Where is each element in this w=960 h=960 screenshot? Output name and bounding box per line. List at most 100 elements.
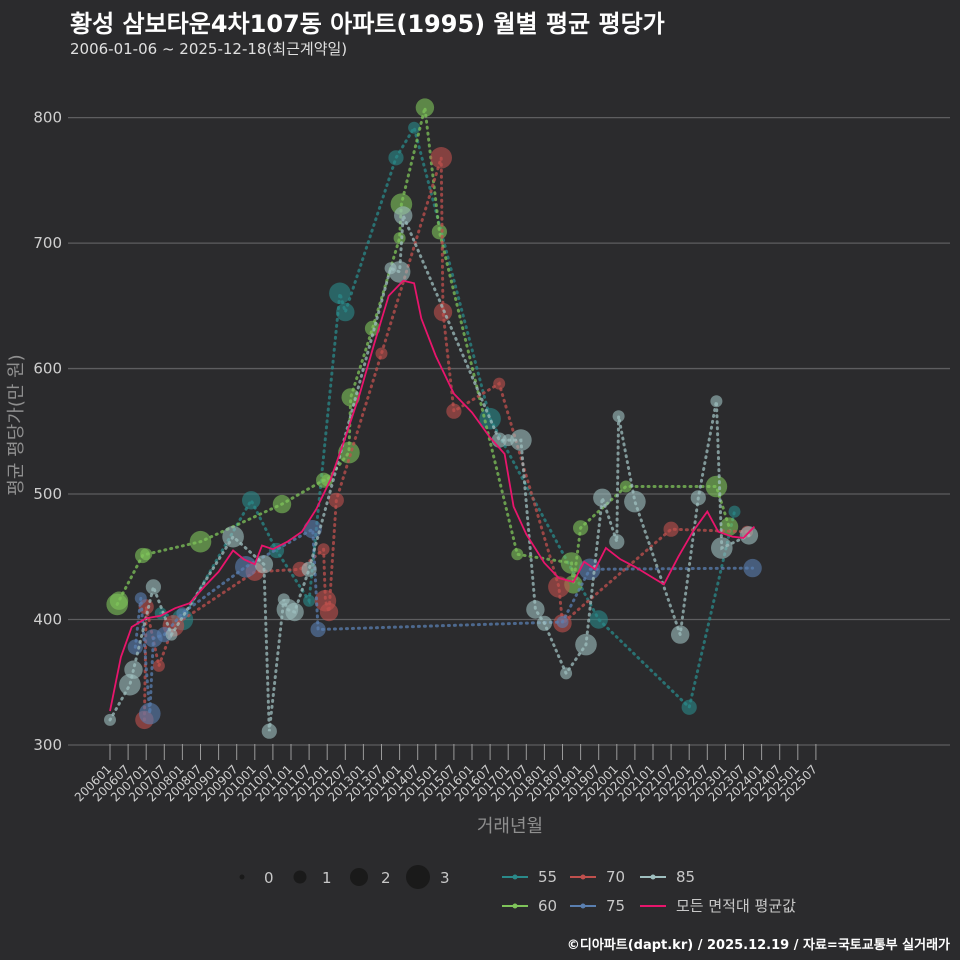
point-60-19 (619, 480, 632, 493)
chart-title: 황성 삼보타운4차107동 아파트(1995) 월별 평균 평당가 (70, 10, 665, 38)
point-70-9 (328, 492, 344, 508)
point-75-6 (235, 556, 257, 578)
point-75-8 (310, 621, 326, 638)
point-60-1 (109, 591, 129, 610)
point-70-14 (493, 377, 506, 390)
point-55-3 (268, 542, 285, 559)
point-85-11 (301, 561, 317, 577)
point-85-17 (510, 429, 532, 451)
point-75-9 (556, 616, 569, 628)
point-85-30 (739, 526, 759, 545)
point-85-7 (261, 723, 277, 739)
point-55-2 (242, 491, 261, 510)
legend-label-60: 60 (538, 897, 557, 915)
x-axis-ticks: 2006012006072007012007072008012008072009… (72, 744, 820, 805)
point-70-17 (663, 521, 679, 537)
point-60-13 (415, 98, 435, 117)
point-55-5 (329, 282, 351, 305)
series-85 (104, 206, 759, 739)
point-85-14 (394, 206, 413, 225)
point-75-2 (139, 702, 161, 725)
y-tick-800: 800 (33, 109, 62, 127)
legend-label-75: 75 (606, 897, 625, 915)
point-85-29 (711, 537, 733, 559)
legend-dot-70 (580, 874, 586, 880)
legend-label-55: 55 (538, 868, 557, 886)
point-55-8 (408, 121, 421, 134)
point-85-18 (526, 600, 545, 619)
grid-lines (68, 116, 950, 746)
point-70-13 (446, 403, 462, 419)
size-legend-label-2: 2 (381, 869, 391, 887)
series-60 (106, 98, 739, 616)
size-legend-label-0: 0 (264, 869, 274, 887)
point-60-3 (140, 548, 153, 561)
point-60-18 (573, 520, 589, 536)
legend-label-70: 70 (606, 868, 625, 886)
series-line-85 (108, 214, 751, 732)
point-85-24 (612, 410, 625, 423)
point-55-7 (388, 150, 404, 166)
point-60-15 (511, 548, 524, 561)
point-85-10 (285, 602, 304, 622)
point-85-5 (222, 525, 244, 548)
point-70-11 (430, 147, 453, 169)
y-axis-ticks: 300 400 500 600 700 800 (33, 109, 62, 754)
series-line-55 (159, 123, 736, 711)
point-55-4 (303, 594, 316, 607)
point-70-2 (152, 659, 165, 672)
series-모든 면적대 평균값 (109, 279, 756, 712)
point-60-4 (189, 530, 212, 553)
point-70-15 (548, 576, 570, 598)
point-85-3 (145, 579, 161, 595)
plot-series (104, 98, 762, 739)
series-line-average (109, 279, 756, 712)
point-60-11 (393, 232, 406, 245)
y-tick-600: 600 (33, 360, 62, 378)
legend-dot-85 (650, 874, 656, 880)
point-85-25 (624, 490, 646, 513)
point-85-13 (388, 261, 411, 283)
y-tick-400: 400 (33, 610, 62, 628)
size-legend-dot-2 (350, 868, 368, 886)
point-60-5 (272, 494, 292, 514)
size-legend-dot-1 (293, 870, 307, 884)
point-70-8 (319, 602, 339, 622)
point-75-1 (134, 592, 147, 605)
point-60-16 (560, 552, 583, 574)
point-60-7 (321, 474, 334, 487)
legend-label-모든 면적대 평균값: 모든 면적대 평균값 (676, 897, 796, 915)
point-85-20 (560, 667, 573, 680)
size-legend-label-1: 1 (322, 869, 332, 887)
point-85-28 (710, 395, 723, 408)
point-75-5 (176, 607, 189, 620)
size-legend-dot-3 (406, 865, 430, 889)
y-tick-700: 700 (33, 234, 62, 252)
point-75-7 (303, 520, 322, 539)
legend-dot-75 (580, 903, 586, 909)
series-line-75 (133, 526, 755, 714)
y-tick-500: 500 (33, 485, 62, 503)
point-55-9 (479, 407, 501, 430)
size-legend-dot-0 (239, 874, 245, 880)
point-85-23 (609, 534, 625, 550)
point-55-10 (589, 610, 608, 629)
series-line-60 (115, 107, 731, 606)
size-legend-label-3: 3 (440, 869, 450, 887)
point-55-11 (681, 699, 697, 715)
point-70-6 (317, 543, 330, 556)
point-60-9 (341, 388, 360, 407)
point-70-10 (375, 347, 388, 360)
point-85-0 (104, 713, 116, 726)
point-55-12 (728, 505, 741, 518)
point-85-19 (536, 615, 553, 631)
point-60-14 (431, 224, 447, 240)
series-line-70 (142, 157, 749, 722)
chart-subtitle: 2006-01-06 ~ 2025-12-18(최근계약일) (70, 40, 348, 58)
legend-dot-55 (512, 874, 518, 880)
point-85-1 (119, 673, 141, 696)
series-75 (127, 520, 762, 725)
y-tick-300: 300 (33, 736, 62, 754)
point-85-2 (124, 660, 143, 679)
